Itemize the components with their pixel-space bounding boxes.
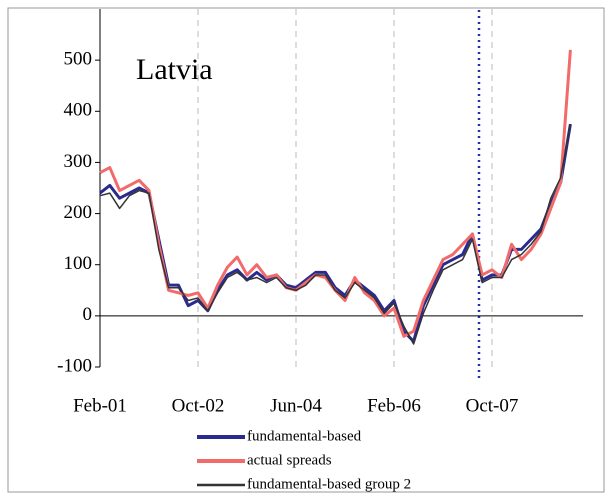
legend-label: fundamental-based group 2 xyxy=(247,476,411,492)
x-tick-label: Feb-06 xyxy=(367,395,421,416)
y-tick-label: 0 xyxy=(83,304,93,325)
line xyxy=(99,49,572,338)
x-tick-label: Oct-02 xyxy=(172,395,225,416)
y-tick-label: 200 xyxy=(64,202,93,223)
y-tick-label: 400 xyxy=(64,100,93,121)
y-tick-label: 100 xyxy=(64,253,93,274)
x-tick-label: Jun-04 xyxy=(270,395,322,416)
line xyxy=(99,123,572,345)
annotation: Latvia xyxy=(136,53,213,86)
y-tick-label: 300 xyxy=(64,151,93,172)
y-tick-label: -100 xyxy=(57,355,92,376)
line xyxy=(99,123,572,343)
x-tick-label: Oct-07 xyxy=(466,395,519,416)
x-tick-label: Feb-01 xyxy=(73,395,127,416)
y-tick-label: 500 xyxy=(64,49,93,70)
legend-label: actual spreads xyxy=(247,452,332,468)
frame xyxy=(7,7,605,493)
legend-label: fundamental-based xyxy=(247,428,362,444)
